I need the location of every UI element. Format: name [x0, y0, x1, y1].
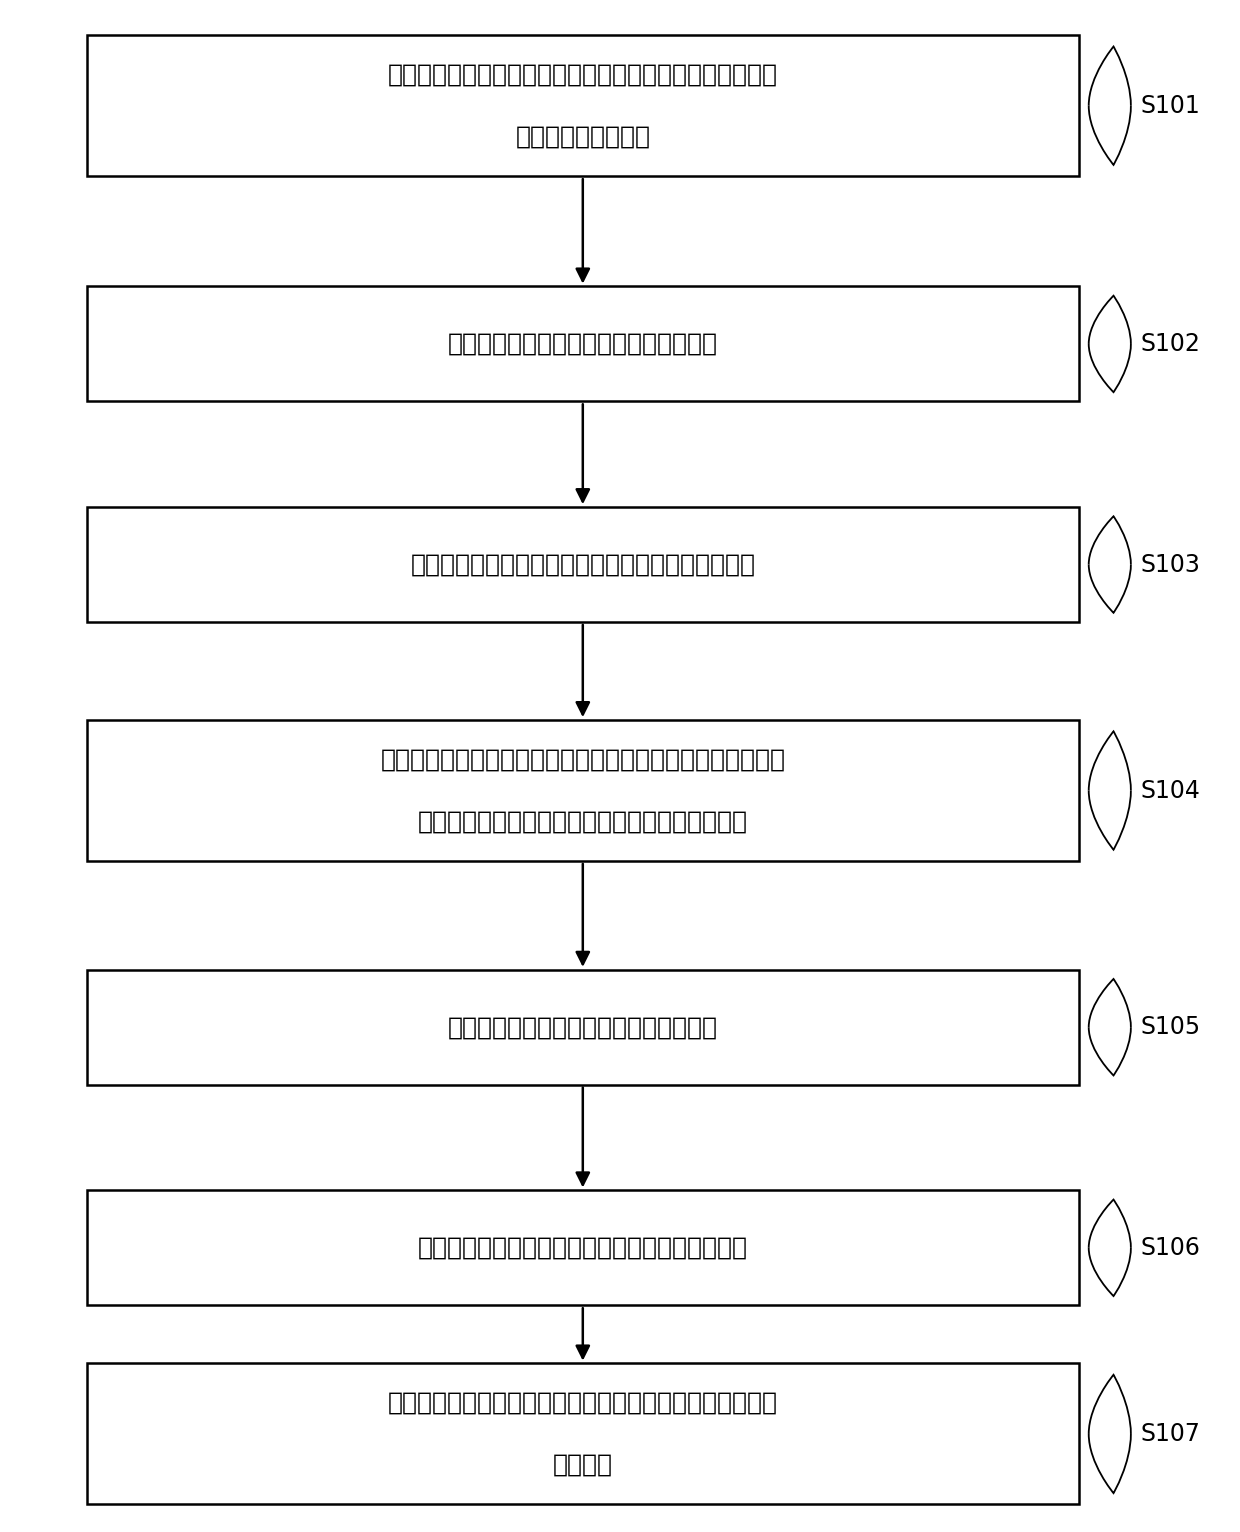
Text: 将获取到的第一距离参数与预设的底噪阈值进行比对: 将获取到的第一距离参数与预设的底噪阈值进行比对 [410, 553, 755, 576]
Bar [87, 507, 1079, 622]
Bar [87, 1363, 1079, 1504]
Bar [87, 720, 1079, 861]
Text: 将获取到的第二距离参数与第一距离参数进行比对: 将获取到的第二距离参数与第一距离参数进行比对 [418, 1236, 748, 1259]
Text: 获取接近传感器测量得到的第一距离参数: 获取接近传感器测量得到的第一距离参数 [448, 332, 718, 355]
Text: S103: S103 [1141, 553, 1200, 576]
Text: S107: S107 [1141, 1422, 1200, 1446]
Text: S101: S101 [1141, 93, 1200, 118]
Text: 在第二距离参数大于第一距离参数的情况下，确定接近传感: 在第二距离参数大于第一距离参数的情况下，确定接近传感 [388, 1391, 777, 1416]
Text: S106: S106 [1141, 1236, 1200, 1259]
Text: 离阈值处，其中，第二距离阈值小于第一距离阈值: 离阈值处，其中，第二距离阈值小于第一距离阈值 [418, 809, 748, 833]
Text: 获取接近传感器测量得到的第二距离参数: 获取接近传感器测量得到的第二距离参数 [448, 1016, 718, 1039]
Text: S102: S102 [1141, 332, 1200, 355]
Text: 在第一距离参数小于底噪阈值的情况下，将挡板移动至第二距: 在第一距离参数小于底噪阈值的情况下，将挡板移动至第二距 [381, 748, 785, 772]
Bar [87, 286, 1079, 401]
Text: 器为良品: 器为良品 [553, 1452, 613, 1477]
Bar [87, 1190, 1079, 1305]
Text: 大于第一距离阈值处: 大于第一距离阈值处 [516, 124, 650, 149]
Bar [87, 970, 1079, 1085]
Bar [87, 35, 1079, 176]
Text: S105: S105 [1141, 1016, 1200, 1039]
Text: S104: S104 [1141, 778, 1200, 803]
Text: 将与接近传感器正对设置的挡板移动至与接近传感器的距离: 将与接近传感器正对设置的挡板移动至与接近传感器的距离 [388, 63, 777, 87]
